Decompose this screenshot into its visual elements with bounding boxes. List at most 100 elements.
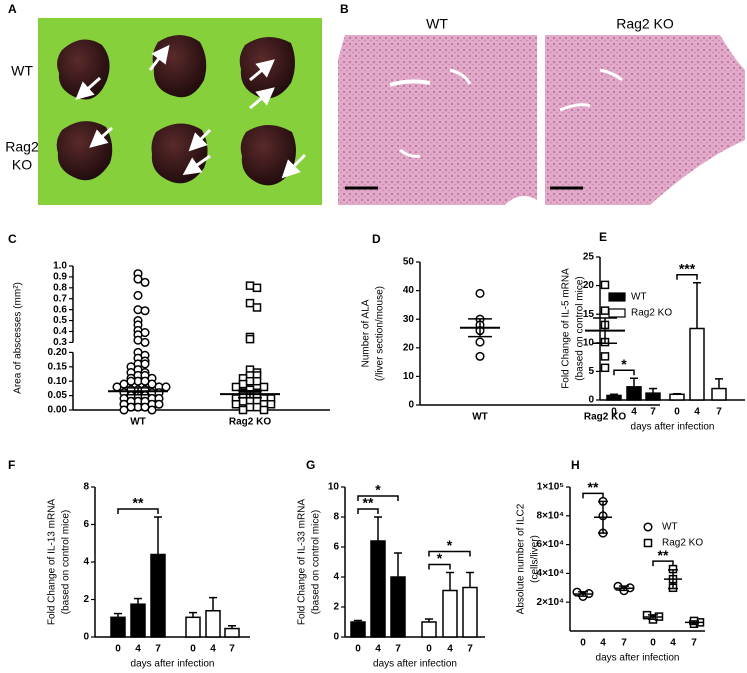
- panel-label: A: [8, 2, 17, 16]
- x-tick-label: 4: [600, 638, 606, 649]
- point: [238, 405, 248, 415]
- y-tick-label: 20: [583, 280, 595, 291]
- point: [231, 382, 241, 392]
- point: [245, 334, 255, 344]
- x-tick-label: 7: [716, 407, 722, 418]
- x-tick-label: 7: [467, 644, 473, 655]
- y-tick-label: 5: [588, 366, 594, 377]
- y-tick-label: 2×10⁴: [537, 597, 565, 608]
- x-axis-label: days after infection: [631, 422, 715, 433]
- point: [140, 306, 150, 316]
- point: [252, 376, 262, 386]
- x-tick-label: 7: [229, 644, 235, 655]
- point: [475, 351, 485, 361]
- bar: [669, 393, 685, 401]
- bar: [711, 387, 727, 401]
- y-tick-label: 40: [403, 285, 415, 296]
- point: [238, 379, 248, 389]
- arrows: [75, 44, 307, 179]
- y-tick-label: 0: [333, 632, 339, 643]
- point: [600, 363, 610, 373]
- x-tick-label: 0: [580, 638, 586, 649]
- x-tick-label: 0: [190, 644, 196, 655]
- y-axis-label: (/liver section/mouse): [375, 286, 386, 381]
- significance-label: *: [375, 482, 381, 498]
- bar: [150, 553, 166, 638]
- point: [475, 288, 485, 299]
- x-tick-label: WT: [472, 412, 488, 423]
- column-label: WT: [426, 16, 448, 32]
- x-tick-label: 0: [674, 407, 680, 418]
- x-tick-label: 4: [210, 644, 216, 655]
- point: [259, 405, 269, 415]
- y-tick-label: 0.4: [53, 326, 67, 337]
- significance-label: **: [133, 495, 144, 511]
- point: [140, 277, 150, 287]
- x-tick-label: 0: [426, 644, 432, 655]
- significance-label: **: [588, 479, 599, 495]
- significance-label: ***: [679, 260, 696, 276]
- point: [238, 397, 248, 406]
- point: [245, 376, 255, 386]
- significance-bracket: [428, 550, 471, 557]
- x-tick-label: 7: [395, 644, 401, 655]
- point: [600, 352, 610, 361]
- bar: [645, 392, 661, 401]
- y-tick-label: 8: [83, 482, 89, 493]
- y-tick-label: 4×10⁴: [537, 568, 565, 579]
- bar: [185, 616, 201, 638]
- y-tick-label: 0.7: [53, 293, 67, 304]
- significance-bracket: [357, 508, 379, 514]
- x-tick-label: 4: [375, 644, 381, 655]
- legend-swatch: [608, 292, 626, 302]
- point: [245, 402, 255, 412]
- point: [252, 303, 262, 312]
- y-axis-label: (cells/liver): [530, 535, 541, 583]
- bar: [689, 327, 705, 401]
- x-axis-label: days after infection: [596, 653, 680, 664]
- y-tick-label: 8×10⁴: [537, 510, 565, 521]
- panel-label: C: [8, 232, 17, 246]
- panel-label: G: [306, 458, 315, 472]
- y-tick-label: 4: [83, 557, 89, 568]
- bar: [421, 621, 437, 638]
- y-tick-label: 0.00: [48, 405, 68, 416]
- y-tick-label: 1×10⁵: [537, 482, 565, 493]
- point: [600, 306, 610, 315]
- point: [133, 274, 143, 284]
- significance-label: *: [621, 356, 627, 372]
- bar: [205, 610, 221, 638]
- bar: [390, 576, 406, 638]
- significance-bracket: [357, 495, 399, 501]
- legend-label: Rag2 KO: [631, 308, 672, 319]
- x-tick-label: 0: [355, 644, 361, 655]
- y-tick-label: 50: [403, 257, 415, 268]
- y-tick-label: 20: [403, 342, 415, 353]
- x-tick-label: Rag2 KO: [584, 412, 626, 423]
- y-tick-label: 0.6: [53, 304, 67, 315]
- y-tick-label: 25: [583, 252, 595, 263]
- significance-label: *: [437, 550, 443, 566]
- x-axis-label: days after infection: [131, 659, 215, 670]
- y-tick-label: 0.9: [53, 272, 67, 283]
- y-tick-label: 0.8: [53, 282, 67, 293]
- x-tick-label: 7: [621, 638, 627, 649]
- point: [266, 399, 276, 409]
- y-tick-label: 6: [83, 519, 89, 530]
- legend-marker: [643, 522, 653, 532]
- significance-label: **: [658, 547, 669, 563]
- point: [259, 382, 269, 392]
- x-tick-label: WT: [130, 417, 146, 428]
- bar: [462, 586, 478, 638]
- y-tick-label: 1.0: [53, 261, 67, 272]
- x-tick-label: 7: [691, 638, 697, 649]
- legend-swatch: [608, 308, 626, 318]
- significance-label: **: [363, 495, 374, 511]
- point: [252, 283, 262, 293]
- point: [140, 359, 150, 369]
- y-tick-label: 2: [83, 594, 89, 605]
- x-tick-label: 4: [670, 638, 676, 649]
- bar: [370, 540, 386, 638]
- bar: [606, 394, 622, 401]
